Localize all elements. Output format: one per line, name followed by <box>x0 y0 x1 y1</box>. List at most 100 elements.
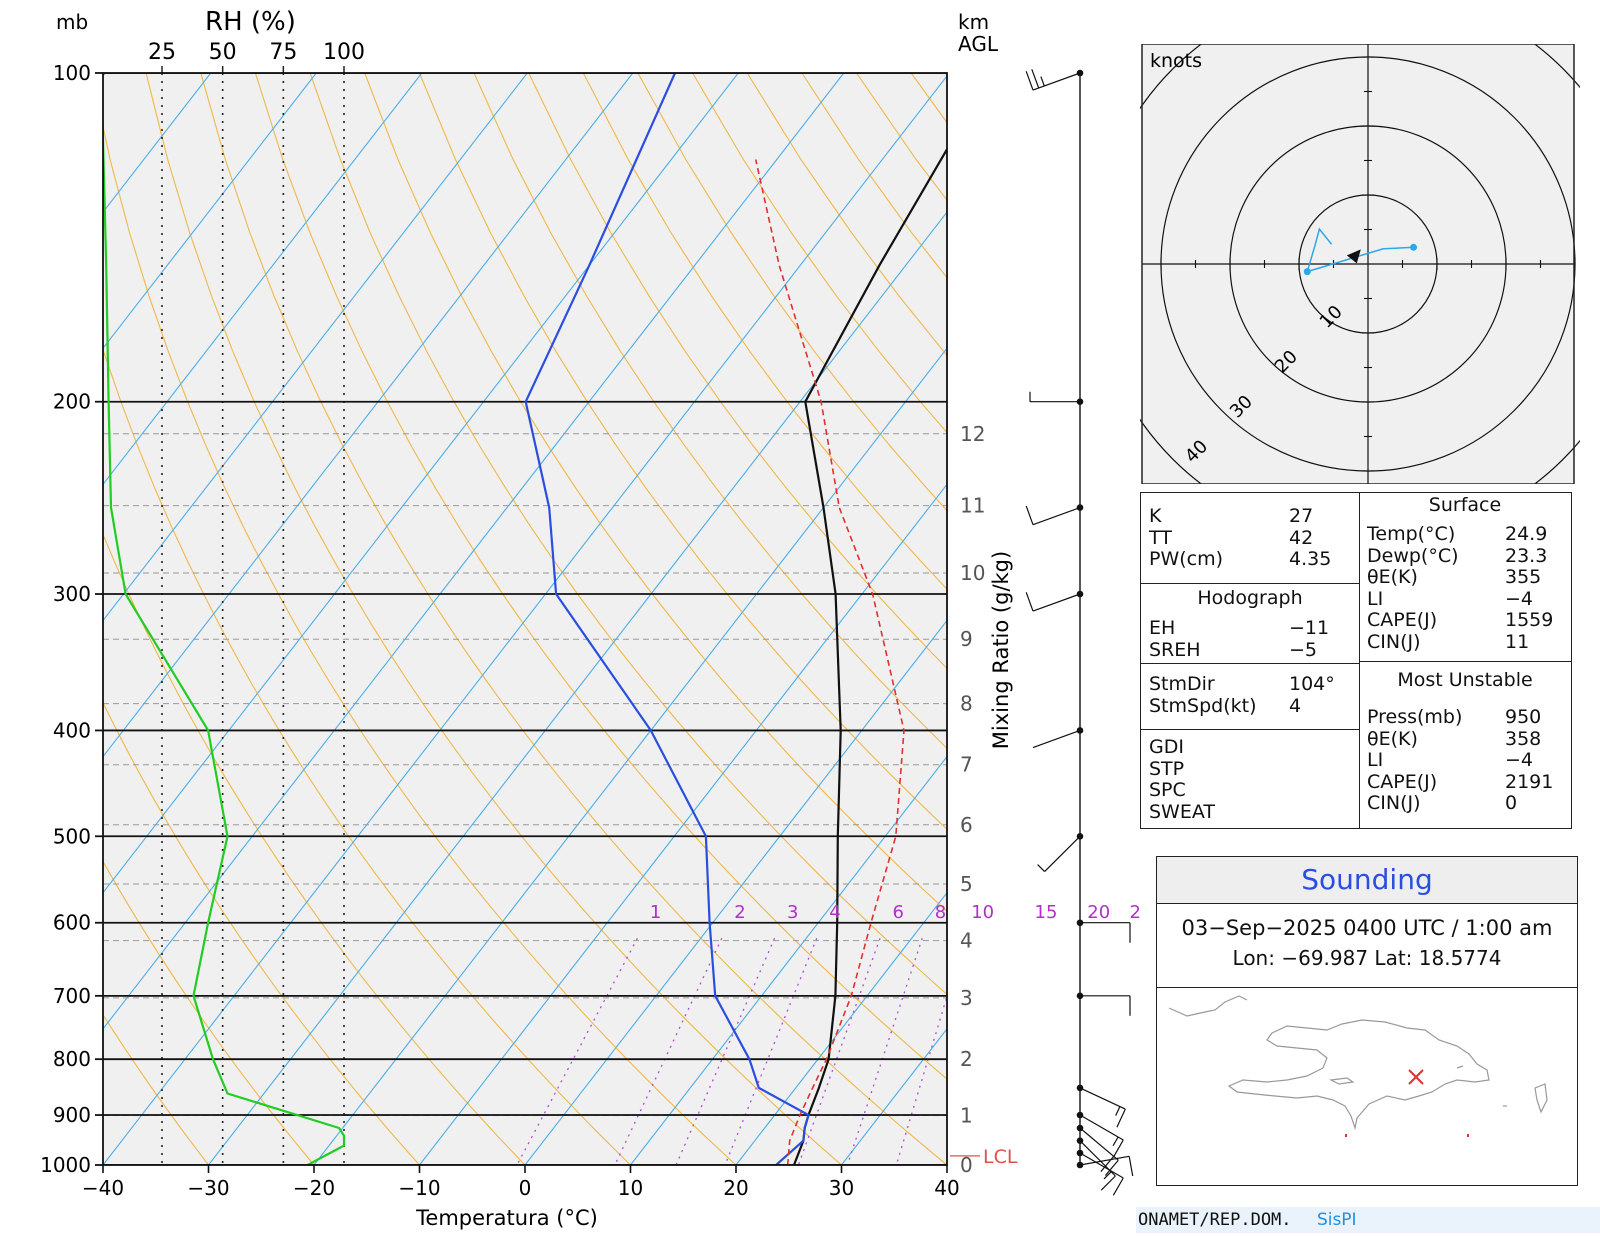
hodograph-trace <box>1307 246 1414 273</box>
x-axis-label: Temperatura (°C) <box>415 1206 598 1230</box>
mixing-ratio-line <box>970 938 1028 1165</box>
rh-tick-label: 25 <box>148 40 176 65</box>
isotherm <box>103 75 947 1165</box>
dry-adiabat <box>364 73 947 912</box>
storm-motion-marker <box>1346 249 1361 264</box>
dry-adiabat <box>418 73 947 831</box>
mixing-ratio-line <box>895 994 947 1165</box>
mixing-ratio-line <box>1080 938 1123 1165</box>
wind-barb <box>1037 835 1081 873</box>
wind-barb <box>1025 69 1081 91</box>
wind-barb <box>1025 505 1081 526</box>
isotherm <box>103 73 528 622</box>
x-tick-label: 10 <box>618 1176 643 1200</box>
index-row: TT 42 <box>1149 527 1351 549</box>
mixing-ratio-tick-label: 4 <box>829 902 840 923</box>
mixing-ratio-line <box>797 938 881 1165</box>
isotherm <box>524 619 947 1165</box>
storm-index-value: 4 <box>1289 694 1302 717</box>
wind-barb <box>1080 995 1131 1016</box>
extra-index-row: SWEAT <box>1149 801 1351 823</box>
wind-barb <box>1079 1087 1126 1128</box>
most-unstable-index-key: CAPE(J) <box>1367 770 1438 793</box>
wind-barb <box>1025 592 1081 612</box>
pressure-tick-label: 400 <box>53 718 91 742</box>
mixing-ratio-tick-label: 6 <box>893 902 904 923</box>
x-tick-label: 30 <box>829 1176 854 1200</box>
indices-left-column: K 27 TT 42 PW(cm) 4.35 Hodograph EH −11 SREH −5 … <box>1141 493 1360 828</box>
storm-index-row: StmSpd(kt) 4 <box>1149 695 1351 717</box>
surface-index-row: Temp(°C) 24.9 <box>1367 523 1563 545</box>
isotherm <box>103 73 423 486</box>
rh-axis-label: RH (%) <box>205 7 296 37</box>
height-tick-label: 3 <box>960 986 973 1010</box>
mixing-ratio-line <box>516 937 638 1165</box>
location-map <box>1168 995 1548 1137</box>
dry-adiabat <box>103 701 420 1165</box>
mixing-ratio-tick-label: 3 <box>787 902 798 923</box>
mixing-ratio-axis-label: Mixing Ratio (g/kg) <box>989 551 1013 749</box>
most-unstable-index-value: 950 <box>1505 706 1542 728</box>
x-tick-label: 0 <box>519 1176 532 1200</box>
most-unstable-index-value: 358 <box>1505 727 1542 750</box>
most-unstable-index-key: Press(mb) <box>1367 706 1463 728</box>
dry-adiabat <box>582 73 947 590</box>
extra-index-row: GDI <box>1149 736 1351 758</box>
parcel-profile-line <box>754 159 905 1165</box>
height-tick-label: 7 <box>960 753 973 777</box>
x-tick-label: −40 <box>82 1176 124 1200</box>
surface-index-row: LI −4 <box>1367 588 1563 610</box>
skewt-chart: 2550751000123456789101112123468101520253… <box>40 7 1140 1230</box>
most-unstable-index-row: θE(K) 358 <box>1367 728 1563 750</box>
extra-index-row: STP <box>1149 758 1351 780</box>
rh-tick-label: 75 <box>269 40 297 65</box>
index-value: 27 <box>1289 505 1314 527</box>
most-unstable-index-value: −4 <box>1505 749 1534 771</box>
dewpoint-profile-line <box>524 73 810 1165</box>
hodograph-index-row: SREH −5 <box>1149 639 1351 661</box>
height-tick-label: 0 <box>960 1153 973 1177</box>
pressure-tick-label: 200 <box>53 390 91 414</box>
isotherm <box>103 73 845 1030</box>
extra-index-row: SPC <box>1149 779 1351 801</box>
location-marker <box>1408 1069 1424 1085</box>
height-unit-label-agl: AGL <box>958 32 999 56</box>
dry-adiabat <box>473 73 947 750</box>
hodograph-end-point <box>1410 243 1418 251</box>
mixing-ratio-tick-label: 1 <box>650 902 661 923</box>
sounding-info-panel: Sounding 03−Sep−2025 0400 UTC / 1:00 am … <box>1156 856 1578 1186</box>
hodograph-units-label: knots <box>1150 50 1202 72</box>
isotherm <box>208 211 947 1165</box>
surface-index-row: θE(K) 355 <box>1367 566 1563 588</box>
wind-barb <box>1079 1152 1124 1196</box>
pressure-tick-label: 300 <box>53 582 91 606</box>
most-unstable-index-key: θE(K) <box>1367 727 1418 750</box>
mixing-ratio-tick-label: 20 <box>1087 902 1110 923</box>
mixing-ratio-line <box>1031 938 1081 1165</box>
sounding-title: Sounding <box>1157 857 1577 904</box>
mixing-ratio-tick-label: 25 <box>1129 902 1140 923</box>
x-tick-label: 20 <box>723 1176 748 1200</box>
most-unstable-index-value: 2191 <box>1505 770 1554 793</box>
dry-adiabat <box>103 347 631 1165</box>
sounding-location: Lon: −69.987 Lat: 18.5774 <box>1232 946 1502 970</box>
height-tick-label: 4 <box>960 929 973 953</box>
isotherm <box>946 1164 947 1165</box>
most-unstable-index-key: LI <box>1367 749 1384 771</box>
isotherm <box>103 73 317 350</box>
height-tick-label: 2 <box>960 1047 973 1071</box>
storm-index-key: StmDir <box>1149 673 1215 695</box>
dry-adiabat <box>103 1013 209 1165</box>
rh-tick-label: 100 <box>323 40 365 65</box>
wind-barb <box>1079 1140 1116 1191</box>
hodograph-section-header: Hodograph <box>1197 587 1303 609</box>
most-unstable-index-row: CAPE(J) 2191 <box>1367 771 1563 793</box>
dry-adiabat <box>528 73 947 670</box>
isotherm <box>630 755 947 1165</box>
mixing-ratio-tick-label: 2 <box>734 902 745 923</box>
isotherm <box>103 73 739 894</box>
most-unstable-section-header: Most Unstable <box>1397 669 1533 691</box>
pressure-tick-label: 600 <box>53 911 91 935</box>
surface-index-row: CIN(J) 11 <box>1367 631 1563 653</box>
height-tick-label: 9 <box>960 627 973 651</box>
